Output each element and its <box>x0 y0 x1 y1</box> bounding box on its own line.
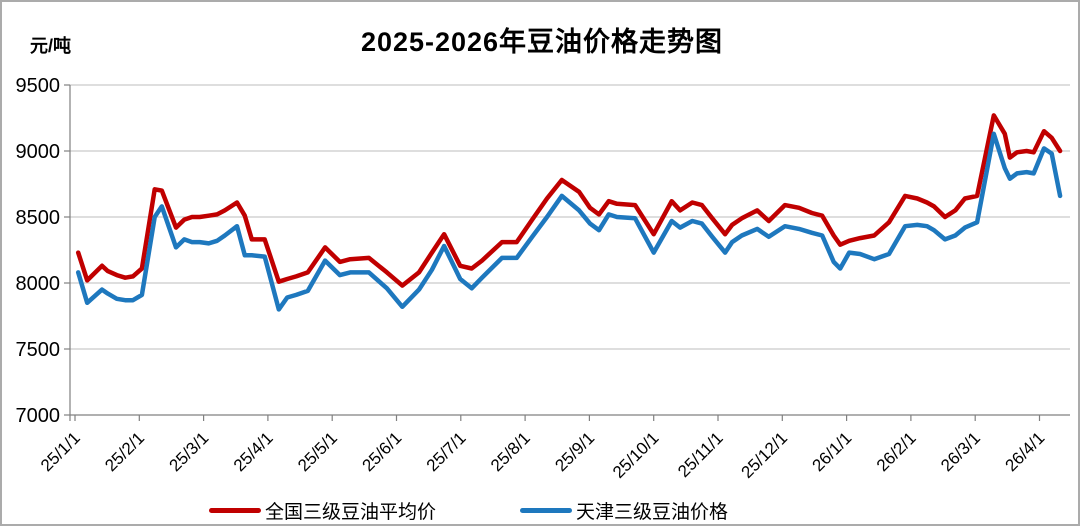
x-tick-label: 25/4/1 <box>230 428 277 475</box>
y-tick-label: 9000 <box>16 141 61 163</box>
x-tick-label: 25/2/1 <box>101 428 148 475</box>
y-axis-unit-label: 元/吨 <box>30 36 72 56</box>
y-tick-label: 8500 <box>16 207 61 229</box>
legend-label-tianjin: 天津三级豆油价格 <box>576 501 729 523</box>
y-tick-label: 7500 <box>16 339 61 361</box>
x-tick-label: 26/3/1 <box>937 428 984 475</box>
x-tick-label: 25/9/1 <box>551 428 598 475</box>
x-tick-label: 25/1/1 <box>37 428 84 475</box>
legend-item-tianjin: 天津三级豆油价格 <box>520 497 728 523</box>
x-tick-label: 25/12/1 <box>738 428 792 482</box>
chart-title: 2025-2026年豆油价格走势图 <box>360 27 724 57</box>
legend-item-national: 全国三级豆油平均价 <box>209 497 436 523</box>
tianjin-series-line-icon <box>520 507 572 513</box>
legend-label-national: 全国三级豆油平均价 <box>265 501 437 523</box>
x-tick-label: 25/5/1 <box>294 428 341 475</box>
y-tick-label: 8000 <box>16 273 61 295</box>
x-tick-label: 25/3/1 <box>166 428 213 475</box>
x-tick-label: 25/6/1 <box>358 428 405 475</box>
x-tick-label: 26/4/1 <box>1001 428 1048 475</box>
y-tick-label: 7000 <box>16 405 61 427</box>
y-tick-label: 9500 <box>16 75 61 97</box>
tianjin-price-line <box>75 131 1063 312</box>
national-price-line <box>75 113 1063 288</box>
x-tick-label: 25/10/1 <box>609 428 663 482</box>
x-tick-label: 26/1/1 <box>809 428 856 475</box>
national-series-line-icon <box>209 507 261 513</box>
x-tick-label: 25/8/1 <box>487 428 534 475</box>
x-tick-label: 25/11/1 <box>674 428 727 481</box>
x-tick-label: 26/2/1 <box>873 428 920 475</box>
chart-legend: 全国三级豆油平均价 天津三级豆油价格 <box>2 497 1078 523</box>
x-tick-label: 25/7/1 <box>423 428 470 475</box>
